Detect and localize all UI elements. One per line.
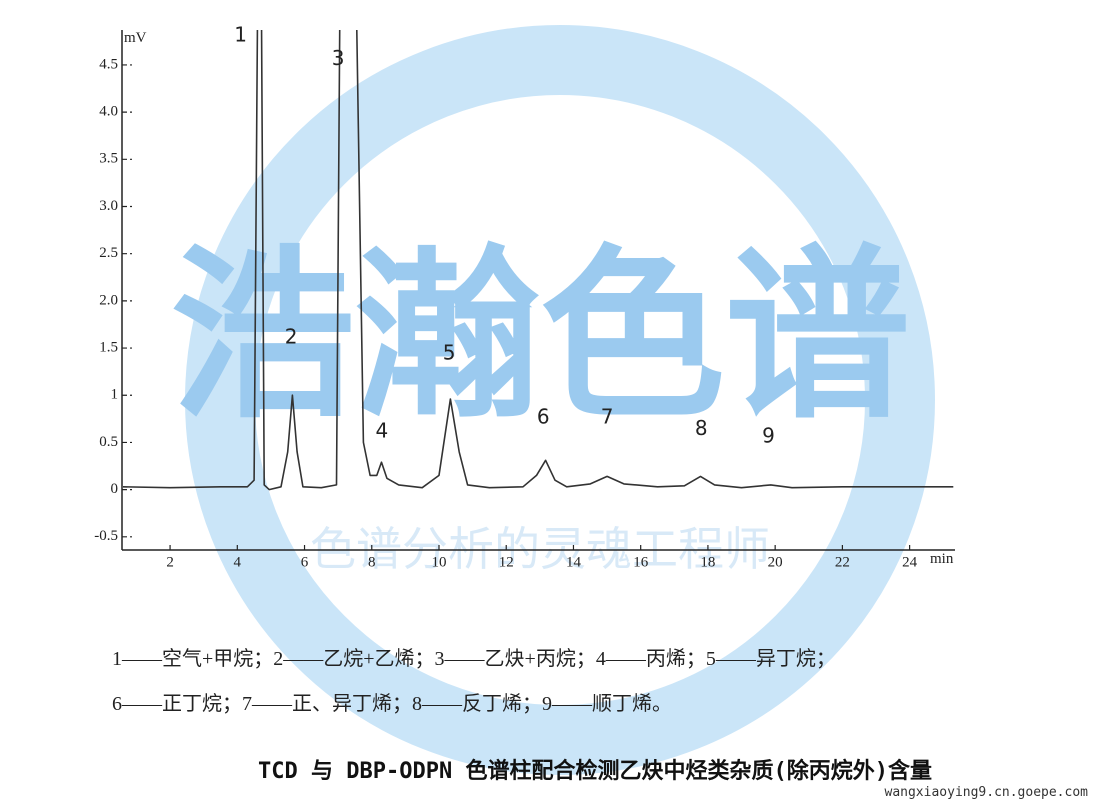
x-axis-label: min xyxy=(930,551,954,567)
x-tick-label: 6 xyxy=(301,554,309,570)
caption-line: 6——正丁烷；7——正、异丁烯；8——反丁烯；9——顺丁烯。 xyxy=(112,692,672,715)
peak-label: 3 xyxy=(332,46,345,70)
y-tick-label: 4.0 xyxy=(99,104,118,120)
y-tick-label: 3.5 xyxy=(99,151,118,167)
x-tick-label: 10 xyxy=(431,554,446,570)
watermark-ring xyxy=(185,25,935,775)
peak-label: 5 xyxy=(443,340,456,364)
x-tick-label: 24 xyxy=(902,554,918,570)
plot-area xyxy=(122,30,954,491)
peak-label: 9 xyxy=(762,423,775,447)
x-tick-label: 12 xyxy=(499,554,514,570)
caption-line: 1——空气+甲烷；2——乙烷+乙烯；3——乙炔+丙烷；4——丙烯；5——异丁烷； xyxy=(112,647,836,670)
plot: -0.500.511.52.02.53.03.54.04.52 4 6 8 10 12 14… xyxy=(94,22,954,570)
x-tick-label: 14 xyxy=(566,554,582,570)
peak-label: 2 xyxy=(285,324,298,348)
y-tick-label: 2.0 xyxy=(99,292,118,308)
peak-label: 6 xyxy=(537,405,550,429)
caption-title: TCD 与 DBP-ODPN 色谱柱配合检测乙炔中烃类杂质(除丙烷外)含量 xyxy=(258,758,932,784)
x-tick-label: 2 xyxy=(166,554,174,570)
y-tick-label: 3.0 xyxy=(99,198,118,214)
peak-label: 1 xyxy=(234,22,247,46)
y-tick-label: 0.5 xyxy=(99,434,118,450)
peak-label: 7 xyxy=(601,405,614,429)
x-tick-label: 4 xyxy=(234,554,242,570)
x-tick-label: 16 xyxy=(633,554,649,570)
x-tick-label: 18 xyxy=(700,554,715,570)
y-tick-label: 1.5 xyxy=(99,339,118,355)
x-tick-label: 20 xyxy=(768,554,783,570)
y-tick-label: 2.5 xyxy=(99,245,118,261)
peak-label: 4 xyxy=(375,419,388,443)
y-tick-label: 4.5 xyxy=(99,56,118,72)
y-tick-label: 0 xyxy=(111,481,119,497)
y-tick-label: 1 xyxy=(111,387,119,403)
watermark-url: wangxiaoying9.cn.goepe.com xyxy=(885,785,1089,800)
y-tick-label: -0.5 xyxy=(94,528,118,544)
chromatogram-line xyxy=(122,30,954,491)
x-tick-label: 8 xyxy=(368,554,376,570)
peak-label: 8 xyxy=(695,416,708,440)
watermark: 浩瀚色谱 色谱分析的灵魂工程师 xyxy=(170,25,935,775)
y-axis-label: mV xyxy=(124,30,147,46)
x-tick-label: 22 xyxy=(835,554,850,570)
